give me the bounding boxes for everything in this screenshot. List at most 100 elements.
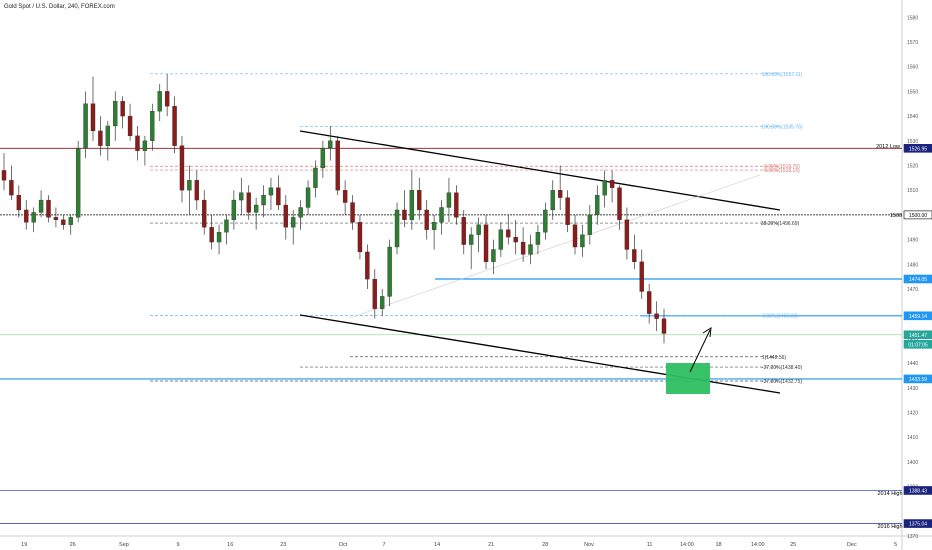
candle-body [16,194,22,211]
svg-text:1459.14: 1459.14 [909,314,927,320]
x-tick-label: 18 [716,542,722,548]
candle-body [409,190,415,220]
candle-body [68,217,73,225]
y-tick-label: 1550 [907,89,918,95]
candle-body [424,209,429,230]
candle-body [320,148,326,169]
candle-body [83,103,88,149]
candle-body [253,204,259,213]
price-axis-label: 1433.59 [903,374,932,384]
x-tick-label: 11 [647,542,653,548]
fib-label: 100.00%(1535.76) [761,125,802,131]
candle-body [654,313,659,319]
candle-body [342,190,348,203]
candle-body [120,101,125,117]
candle-body [587,214,593,235]
candle-body [609,180,615,188]
candle-body [535,232,541,245]
x-tick-label: 14:00 [680,542,694,548]
candle-body [53,217,59,220]
candle-body [105,125,111,146]
candle-body [276,187,281,206]
level-label: 2016 High [877,524,902,530]
fib-label: 1(1442.56) [762,355,787,361]
svg-text:1375.04: 1375.04 [909,522,927,528]
candle-body [661,318,667,334]
candle-body [9,180,14,196]
x-tick-label: 14:00 [751,542,765,548]
x-tick-label: 21 [488,542,494,548]
candle-body [24,209,29,223]
candle-body [476,224,481,235]
y-tick-label: 1570 [907,40,918,46]
fib-label: 0.00%(1459.23) [762,314,798,320]
y-tick-label: 1470 [907,287,918,293]
x-tick-label: 5 [894,542,897,548]
candle-body [335,140,340,191]
candle-body [439,207,444,223]
candle-body [202,199,207,228]
candle-body [469,234,474,245]
candle-body [431,222,437,230]
price-axis-label: 01:07:05 [903,340,932,349]
y-tick-label: 1410 [907,435,918,441]
candle-body [520,241,526,255]
y-tick-label: 1520 [907,163,918,169]
x-tick-label: 28 [542,542,548,548]
candle-body [224,219,229,233]
candle-body [231,199,237,220]
x-tick-label: 7 [382,542,385,548]
candle-body [127,115,133,137]
candle-body [164,91,170,107]
candle-body [565,197,570,225]
candle-body [639,261,644,292]
candle-body [209,227,214,243]
price-axis-label: 1375.04 [903,519,932,528]
candle-body [172,106,177,146]
price-axis-label: 1526.95 [903,144,932,153]
x-tick-label: Sep [119,542,129,548]
candle-body [513,236,518,243]
x-tick-label: Dec [847,542,857,548]
candle-body [179,145,185,191]
candle-body [572,224,578,248]
candle-body [283,204,288,228]
candle-body [216,232,222,243]
x-tick-label: 23 [280,542,286,548]
candle-body [580,234,585,248]
level-label: 2012 Low [876,144,900,150]
svg-text:1451.47: 1451.47 [909,333,927,339]
candle-body [617,187,622,220]
fib-label: 100.00%(1557.11) [762,72,803,78]
candle-body [402,209,407,220]
price-axis-label: 1500.00 [903,210,932,220]
candle-body [632,249,637,262]
candle-body [75,148,81,218]
target-box [666,363,710,394]
candle-body [113,101,118,127]
candle-body [446,192,452,208]
svg-text:1526.95: 1526.95 [909,146,927,152]
svg-text:1474.05: 1474.05 [909,277,927,283]
price-axis-label: 1451.47 [903,330,932,340]
candle-body [543,209,548,233]
level-label: 2014 High [877,491,902,497]
svg-text:1388.43: 1388.43 [909,488,927,494]
candle-body [387,246,392,297]
x-tick-label: 14 [434,542,440,548]
fib-label: 0.00%(1518.15) [764,168,800,174]
candle-body [61,219,66,225]
candles [1,74,667,344]
candle-body [261,194,266,206]
x-tick-label: 26 [70,542,76,548]
candle-body [298,207,303,218]
projection-arrow-line [689,329,711,373]
y-tick-label: 1510 [907,188,918,194]
projection-line [349,174,761,319]
candle-body [602,180,607,196]
fib-label: 38.20%(1496.69) [761,221,800,227]
price-axis-label: 1388.43 [903,486,932,495]
candle-body [461,217,466,245]
candle-body [157,91,162,112]
